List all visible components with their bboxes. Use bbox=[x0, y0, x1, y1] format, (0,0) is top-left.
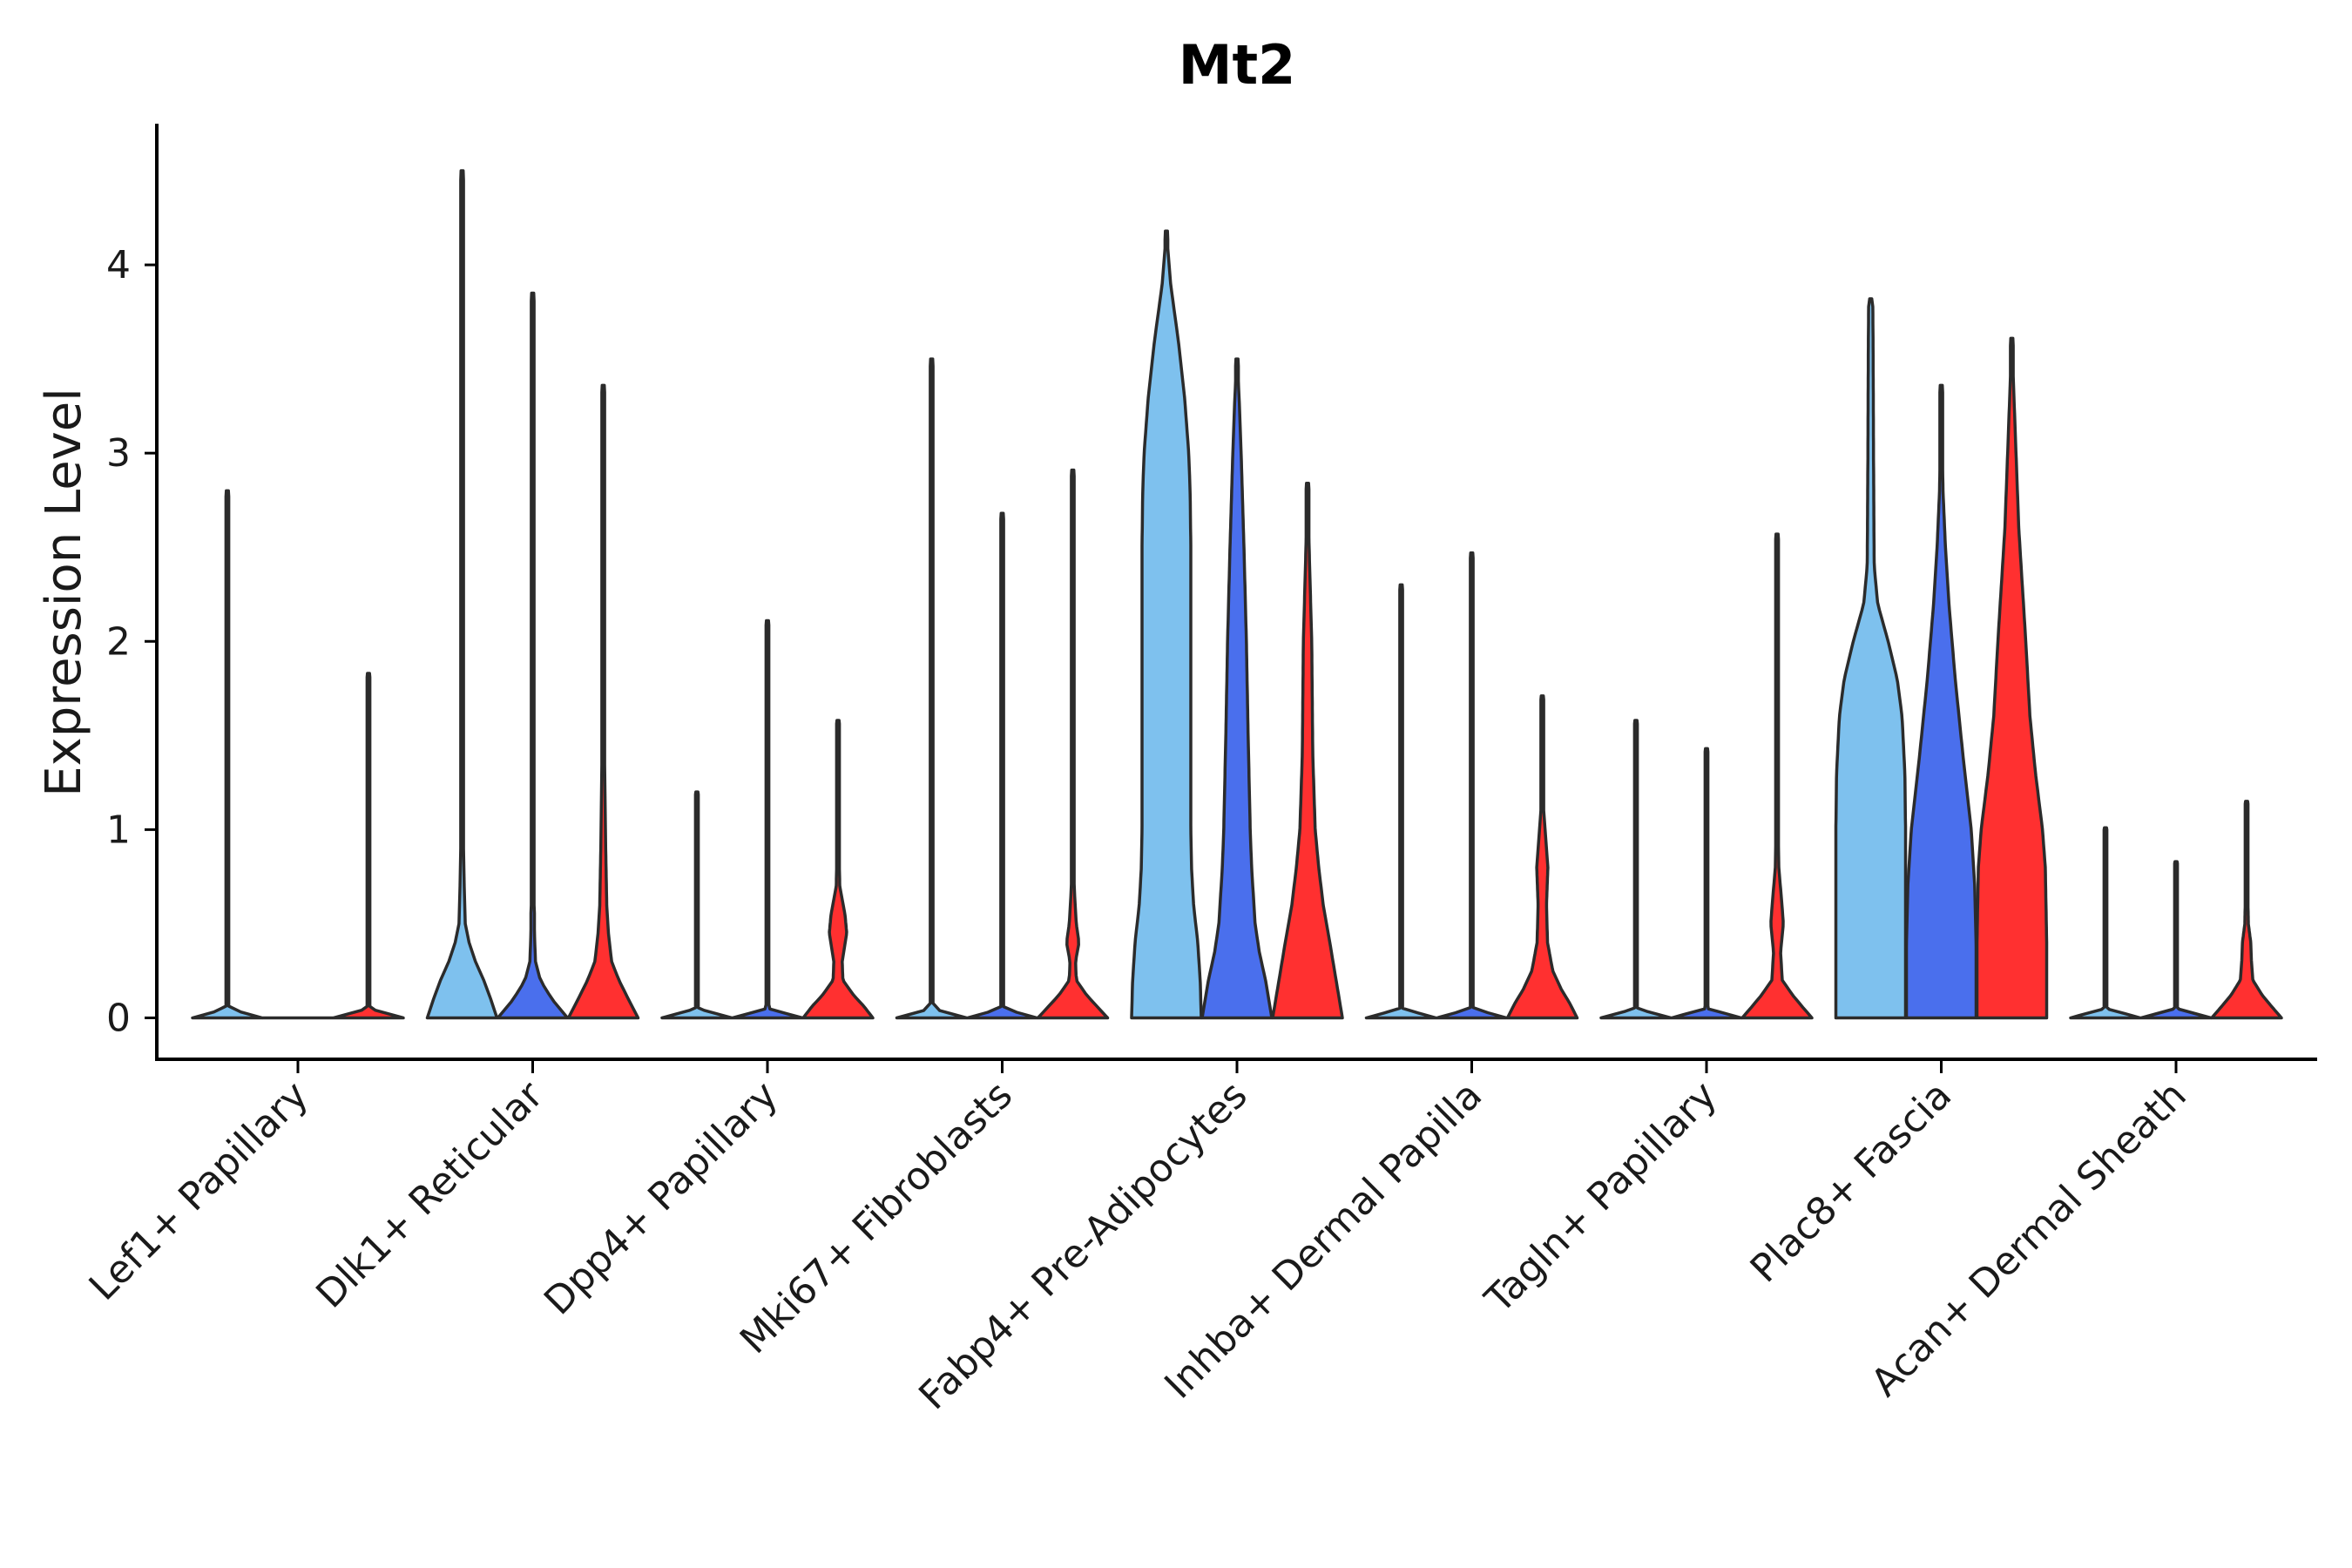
x-tick-label: Plac8+ Fascia bbox=[1742, 1073, 1961, 1292]
chart-title: Mt2 bbox=[1179, 33, 1295, 97]
violin-8-1 bbox=[1834, 297, 1908, 1020]
violin-7-3 bbox=[1740, 532, 1814, 1020]
violin-5-3 bbox=[1271, 481, 1344, 1020]
violin-2-2 bbox=[496, 291, 570, 1020]
violin-8-3 bbox=[1975, 336, 2049, 1020]
violin-6-1 bbox=[1364, 583, 1438, 1020]
x-tick-label: Dlk1+ Reticular bbox=[308, 1072, 552, 1317]
violin-9-2 bbox=[2139, 860, 2213, 1020]
x-tick-label: Lef1+ Papillary bbox=[81, 1073, 317, 1309]
violin-7-1 bbox=[1599, 719, 1673, 1020]
violin-2-1 bbox=[425, 169, 499, 1020]
violin-9-3 bbox=[2210, 800, 2283, 1020]
x-tick-label: Tagln+ Papillary bbox=[1477, 1073, 1726, 1322]
violin-9-1 bbox=[2069, 826, 2142, 1020]
y-tick-label: 2 bbox=[106, 619, 131, 664]
y-tick-label: 0 bbox=[106, 996, 131, 1040]
violin-3-3 bbox=[801, 719, 875, 1020]
violin-4-3 bbox=[1036, 468, 1110, 1020]
violin-3-2 bbox=[731, 618, 804, 1020]
y-axis-ticks: 0 1 2 3 4 bbox=[106, 243, 157, 1040]
violin-1-3 bbox=[332, 672, 405, 1020]
violin-6-3 bbox=[1505, 694, 1579, 1020]
violin-5-1 bbox=[1130, 229, 1203, 1020]
violin-1-1 bbox=[191, 489, 264, 1020]
y-axis-label: Expression Level bbox=[36, 388, 92, 797]
violin-3-1 bbox=[660, 790, 733, 1020]
x-tick-label: Dpp4+ Papillary bbox=[536, 1073, 787, 1324]
violin-6-2 bbox=[1435, 551, 1509, 1020]
axis-lines bbox=[155, 124, 2317, 1061]
violin-5-2 bbox=[1200, 357, 1274, 1020]
violin-2-3 bbox=[566, 383, 640, 1020]
violins-layer bbox=[191, 169, 2283, 1020]
y-tick-label: 3 bbox=[106, 431, 131, 476]
violin-4-2 bbox=[965, 511, 1039, 1020]
violin-7-2 bbox=[1670, 747, 1743, 1020]
y-tick-label: 4 bbox=[106, 243, 131, 287]
violin-4-1 bbox=[895, 357, 969, 1020]
violin-8-2 bbox=[1904, 383, 1978, 1020]
y-tick-label: 1 bbox=[106, 808, 131, 852]
